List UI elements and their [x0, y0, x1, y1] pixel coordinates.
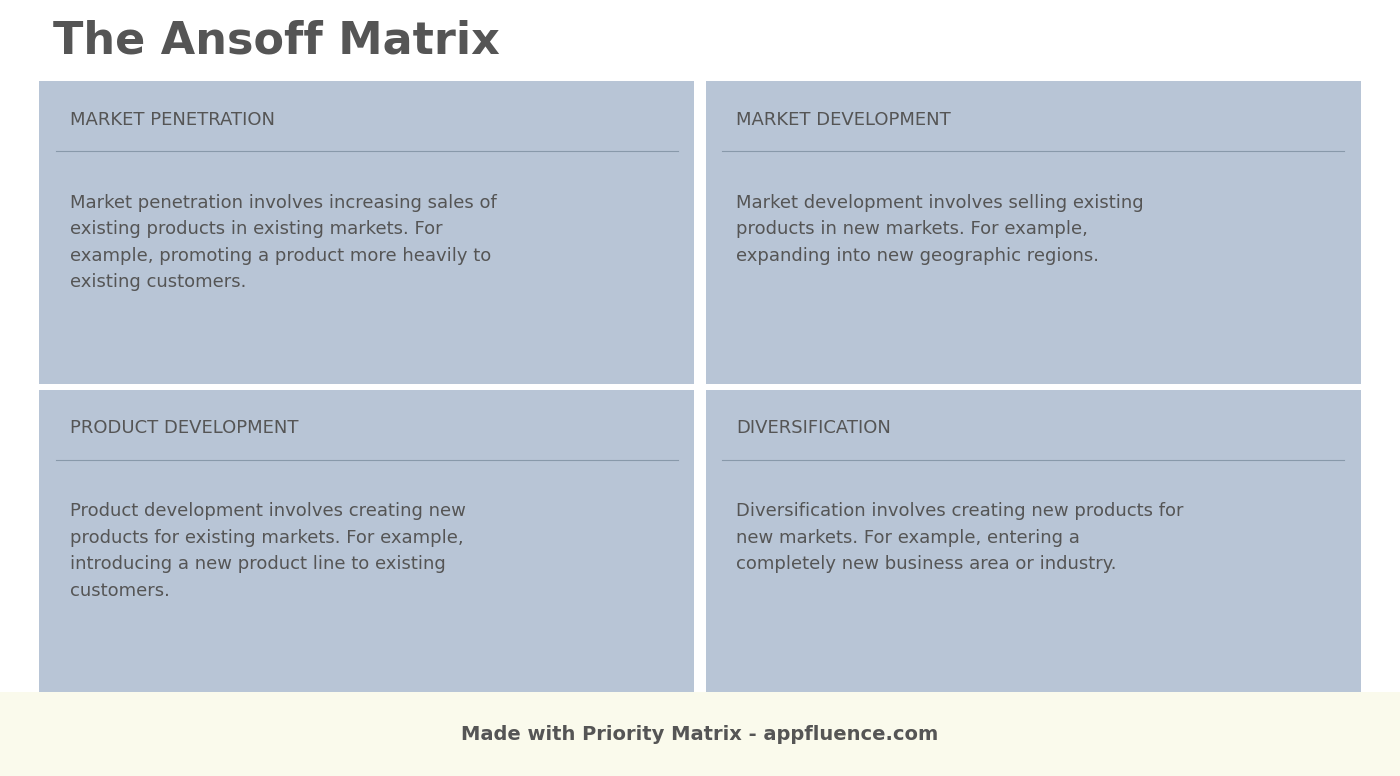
Text: Market penetration involves increasing sales of
existing products in existing ma: Market penetration involves increasing s… — [70, 194, 497, 291]
Text: DIVERSIFICATION: DIVERSIFICATION — [736, 419, 892, 438]
Text: MARKET PENETRATION: MARKET PENETRATION — [70, 111, 274, 129]
Text: PRODUCT DEVELOPMENT: PRODUCT DEVELOPMENT — [70, 419, 298, 438]
FancyBboxPatch shape — [39, 81, 694, 383]
Text: Market development involves selling existing
products in new markets. For exampl: Market development involves selling exis… — [736, 194, 1144, 265]
Text: The Ansoff Matrix: The Ansoff Matrix — [53, 19, 500, 62]
Text: MARKET DEVELOPMENT: MARKET DEVELOPMENT — [736, 111, 951, 129]
Text: Diversification involves creating new products for
new markets. For example, ent: Diversification involves creating new pr… — [736, 503, 1184, 573]
Text: Made with Priority Matrix - appfluence.com: Made with Priority Matrix - appfluence.c… — [462, 725, 938, 743]
FancyBboxPatch shape — [706, 81, 1361, 383]
FancyBboxPatch shape — [706, 390, 1361, 692]
Text: Product development involves creating new
products for existing markets. For exa: Product development involves creating ne… — [70, 503, 466, 600]
FancyBboxPatch shape — [0, 692, 1400, 776]
FancyBboxPatch shape — [39, 390, 694, 692]
